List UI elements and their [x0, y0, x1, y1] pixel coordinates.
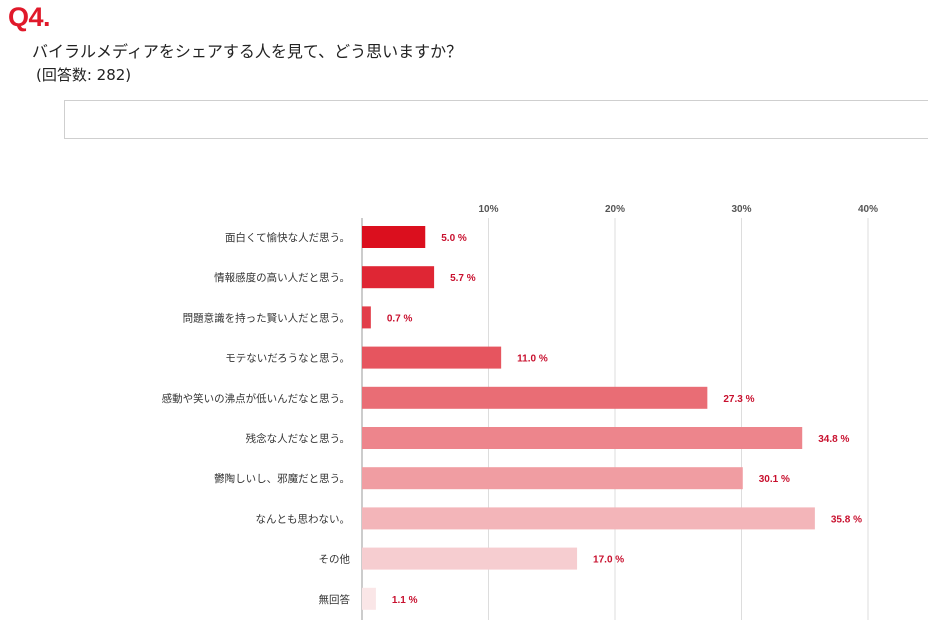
category-label: モテないだろうなと思う。 [225, 353, 350, 365]
question-number: Q4. [8, 2, 51, 32]
response-count: (回答数: 282) [36, 66, 132, 84]
value-label: 30.1 % [759, 474, 790, 485]
value-label: 11.0 % [517, 354, 548, 365]
question-text: バイラルメディアをシェアする人を見て、どう思いますか？ [32, 42, 463, 61]
bar [362, 346, 502, 369]
category-label: 情報感度の高い人だと思う。 [214, 271, 350, 284]
value-label: 17.0 % [593, 555, 624, 566]
value-label: 1.1 % [392, 595, 418, 606]
value-label: 35.8 % [831, 514, 862, 525]
value-label: 27.3 % [723, 394, 754, 405]
category-label: 残念な人だなと思う。 [246, 432, 350, 445]
category-label: 面白くて愉快な人だ思う。 [225, 231, 350, 244]
bar [362, 587, 376, 610]
bar [362, 467, 743, 490]
value-label: 5.7 % [450, 273, 476, 284]
bar [362, 226, 426, 248]
value-label: 5.0 % [441, 233, 467, 244]
category-label: 無回答 [319, 593, 351, 606]
tick-label: 30% [731, 204, 751, 215]
bar [362, 507, 815, 530]
bar [362, 547, 578, 570]
tick-label: 10% [478, 204, 498, 215]
category-label: 問題意識を持った賢い人だと思う。 [183, 311, 350, 324]
category-label: 鬱陶しいし、邪魔だと思う。 [214, 472, 350, 485]
bar [362, 386, 708, 409]
answer-box [64, 100, 928, 139]
bar [362, 427, 803, 449]
bar [362, 266, 435, 289]
value-label: 34.8 % [818, 434, 849, 445]
tick-label: 40% [858, 204, 878, 215]
value-label: 0.7 % [387, 313, 413, 324]
category-label: なんとも思わない。 [256, 513, 351, 525]
bar [362, 306, 371, 329]
category-label: その他 [319, 553, 351, 566]
tick-label: 20% [605, 204, 625, 215]
category-label: 感動や笑いの沸点が低いんだなと思う。 [162, 392, 350, 405]
